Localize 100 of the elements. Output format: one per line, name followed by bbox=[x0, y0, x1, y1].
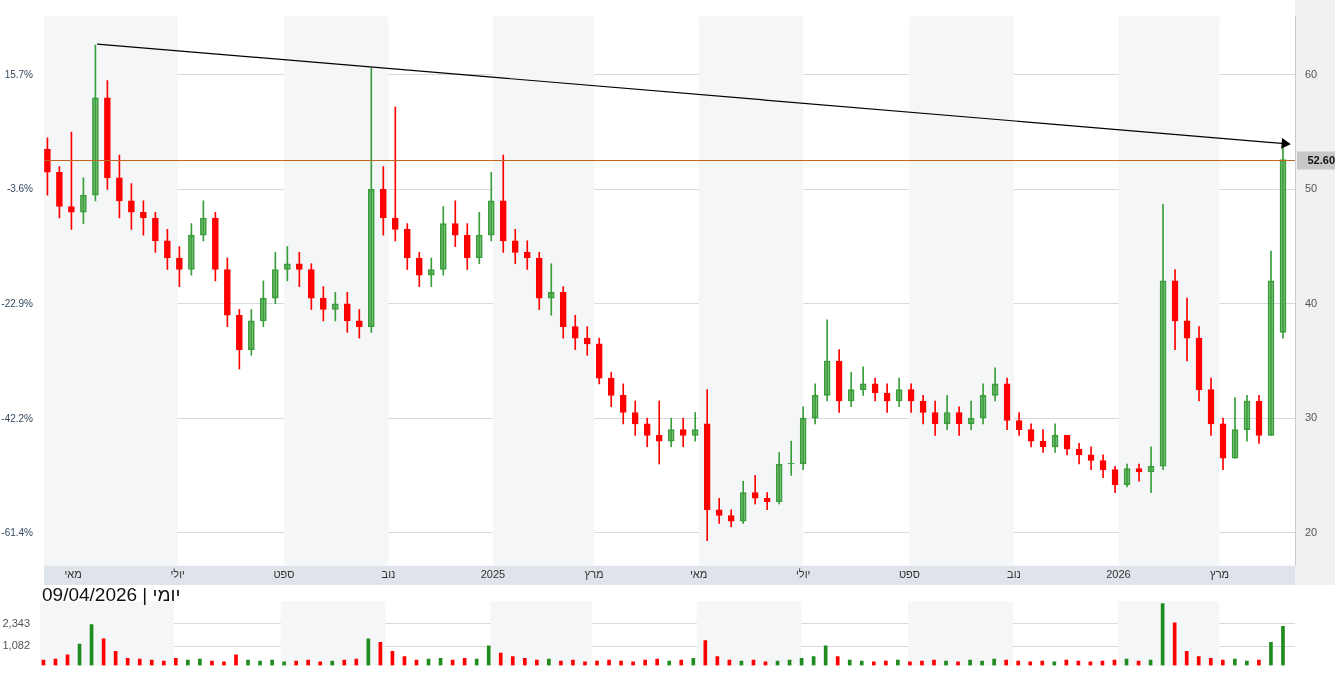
x-tick-label: מרץ bbox=[584, 568, 604, 581]
bar bbox=[1004, 659, 1009, 666]
y2-tick-label: -42.2% bbox=[1, 412, 34, 424]
bar bbox=[920, 660, 924, 666]
bar bbox=[559, 660, 563, 666]
bar bbox=[234, 654, 238, 666]
bar bbox=[1220, 659, 1225, 666]
candlestick bbox=[763, 492, 771, 511]
bar bbox=[968, 659, 972, 666]
ref-line-label: 52.60 bbox=[1307, 153, 1335, 166]
candlestick bbox=[583, 326, 591, 356]
bar bbox=[595, 660, 599, 666]
y-tick-label: 20 bbox=[1305, 525, 1318, 538]
bar bbox=[859, 660, 864, 666]
bar bbox=[354, 658, 359, 666]
bar bbox=[884, 660, 888, 666]
bar bbox=[1233, 658, 1237, 666]
y-tick-label: 50 bbox=[1305, 182, 1318, 195]
x-tick-label: יולי bbox=[170, 568, 185, 581]
bar bbox=[1281, 626, 1285, 666]
text: יומי | 09/04/2026 bbox=[42, 584, 181, 606]
bar bbox=[1184, 650, 1189, 666]
bar bbox=[258, 660, 262, 666]
bar bbox=[980, 660, 984, 666]
x-tick-label: מרץ bbox=[1210, 568, 1230, 581]
bar bbox=[703, 640, 708, 666]
y-tick-label: 30 bbox=[1305, 411, 1318, 424]
bar bbox=[474, 658, 479, 666]
candlestick bbox=[475, 211, 483, 265]
y2-tick-label: -22.9% bbox=[1, 298, 34, 310]
bar bbox=[691, 657, 696, 666]
bar bbox=[1196, 656, 1201, 666]
candlestick bbox=[751, 475, 759, 505]
candlestick bbox=[775, 452, 783, 505]
candlestick bbox=[391, 106, 399, 242]
candlestick bbox=[487, 171, 495, 242]
x-tick-label: ספט bbox=[898, 568, 920, 581]
y2-tick-label: -61.4% bbox=[1, 526, 34, 538]
bar bbox=[547, 658, 551, 666]
candlestick bbox=[547, 263, 555, 316]
x-tick-label: מאי bbox=[64, 568, 82, 581]
bar bbox=[522, 657, 527, 666]
bar bbox=[847, 659, 852, 666]
y-tick-label: 60 bbox=[1305, 67, 1318, 80]
bar bbox=[306, 659, 311, 666]
bar bbox=[270, 659, 274, 666]
bar bbox=[486, 645, 491, 666]
bar bbox=[186, 659, 190, 666]
x-tick-label: 2026 bbox=[1106, 568, 1131, 581]
bar bbox=[246, 659, 250, 666]
bar bbox=[173, 657, 178, 666]
bar bbox=[125, 657, 130, 666]
x-tick-label: נוב bbox=[381, 568, 396, 581]
candlestick bbox=[427, 257, 435, 287]
bar bbox=[198, 658, 202, 666]
bar bbox=[137, 658, 142, 666]
y2-tick-label: -3.6% bbox=[6, 183, 34, 195]
bar bbox=[1245, 660, 1249, 666]
y2-tick-label: 15.7% bbox=[4, 68, 34, 80]
candlestick bbox=[655, 400, 663, 465]
bar bbox=[210, 660, 214, 666]
bar bbox=[679, 659, 684, 666]
bar bbox=[667, 660, 672, 666]
bar bbox=[1257, 659, 1261, 666]
bar bbox=[932, 659, 936, 666]
candlestick bbox=[523, 240, 531, 270]
bar bbox=[1016, 660, 1021, 666]
bar bbox=[342, 659, 347, 666]
bar bbox=[1208, 657, 1213, 666]
bar bbox=[655, 658, 660, 666]
x-tick-label: יולי bbox=[795, 568, 811, 581]
candlestick bbox=[355, 309, 363, 339]
bar bbox=[571, 659, 575, 666]
x-tick-label: 2025 bbox=[480, 568, 506, 581]
y-tick-label: 1,082 bbox=[2, 639, 30, 652]
x-tick-label: נוב bbox=[1007, 568, 1021, 581]
candlestick bbox=[667, 417, 675, 448]
candlestick bbox=[679, 417, 687, 448]
candlestick bbox=[367, 67, 375, 333]
bar bbox=[161, 660, 166, 666]
bar bbox=[535, 659, 539, 666]
candlestick bbox=[451, 200, 459, 247]
candlestick bbox=[739, 480, 747, 524]
bar bbox=[294, 660, 298, 666]
bar bbox=[992, 658, 996, 666]
candlestick bbox=[332, 292, 339, 322]
y-tick-label: 40 bbox=[1305, 296, 1318, 309]
candlestick bbox=[691, 412, 699, 442]
bar bbox=[149, 659, 154, 666]
x-tick-label: ספט bbox=[273, 568, 295, 581]
bar bbox=[944, 660, 948, 666]
bar bbox=[643, 659, 647, 666]
y-tick-label: 2,343 bbox=[2, 616, 30, 629]
bar bbox=[1269, 642, 1273, 666]
bar bbox=[510, 656, 515, 666]
candlestick bbox=[439, 206, 447, 276]
bar bbox=[835, 656, 840, 666]
candlestick bbox=[787, 440, 795, 476]
bar bbox=[330, 660, 335, 666]
bar bbox=[1040, 660, 1045, 666]
